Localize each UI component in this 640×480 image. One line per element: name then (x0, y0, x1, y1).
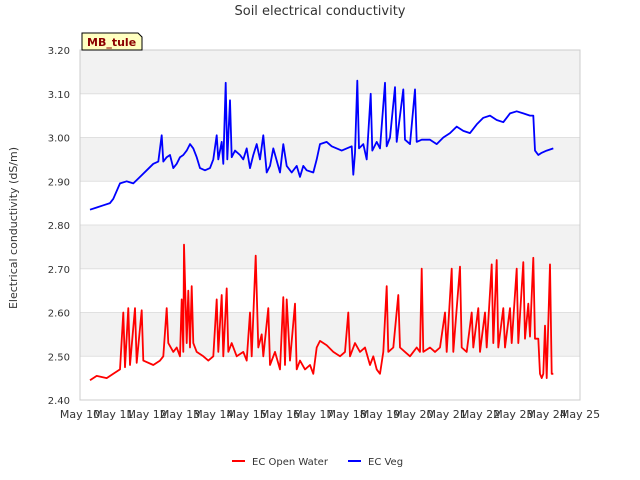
plot-bands (80, 50, 580, 400)
x-tick-label: May 24 (527, 408, 567, 421)
y-axis-label: Electrical conductivity (dS/m) (7, 147, 20, 309)
y-tick-label: 3.00 (48, 134, 70, 145)
plot-band (80, 268, 580, 313)
plot-band (80, 356, 580, 400)
y-tick-label: 2.90 (48, 177, 70, 188)
x-tick-label: May 22 (460, 408, 500, 421)
y-axis-ticks: 2.40 2.50 2.60 2.70 2.80 2.90 3.00 3.10 3.20 (48, 46, 70, 407)
x-tick-label: May 20 (393, 408, 433, 421)
x-tick-label: May 21 (427, 408, 467, 421)
y-tick-label: 2.80 (48, 221, 70, 232)
y-tick-label: 3.20 (48, 46, 70, 57)
x-tick-label: May 19 (360, 408, 400, 421)
x-tick-label: May 25 (560, 408, 600, 421)
plot-band (80, 225, 580, 269)
x-tick-label: May 18 (327, 408, 367, 421)
x-tick-label: May 15 (227, 408, 267, 421)
legend-label-ec-open-water: EC Open Water (252, 457, 329, 468)
legend-label-ec-veg: EC Veg (368, 457, 403, 468)
x-tick-label: May 16 (260, 408, 300, 421)
series-line-ec-open-water (89, 243, 554, 382)
x-tick-label: May 23 (493, 408, 533, 421)
x-tick-label: May 13 (160, 408, 200, 421)
chart-title: Soil electrical conductivity (234, 4, 405, 19)
y-tick-label: 3.10 (48, 90, 70, 101)
x-tick-label: May 12 (127, 408, 167, 421)
y-tick-label: 2.70 (48, 265, 70, 276)
plot-frame (79, 49, 581, 401)
site-label-background (81, 32, 143, 51)
y-tick-label: 2.60 (48, 309, 70, 320)
series-line-ec-veg (89, 79, 554, 211)
plot-band (80, 50, 580, 94)
x-tick-label: May 14 (193, 408, 233, 421)
plot-band (80, 181, 580, 225)
site-label-box: MB_tule (81, 32, 143, 51)
series-group (89, 79, 554, 382)
legend: EC Open Water EC Veg (232, 457, 403, 468)
x-tick-label: May 11 (93, 408, 133, 421)
x-tick-label: May 17 (293, 408, 333, 421)
x-tick-label: May 10 (60, 408, 100, 421)
y-tick-label: 2.40 (48, 396, 70, 407)
y-tick-label: 2.50 (48, 352, 70, 363)
site-label: MB_tule (87, 36, 136, 49)
plot-band (80, 93, 580, 138)
